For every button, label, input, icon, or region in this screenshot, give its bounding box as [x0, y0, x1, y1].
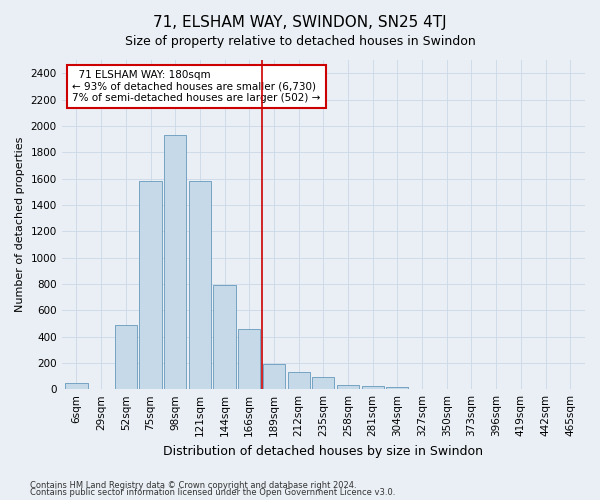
Y-axis label: Number of detached properties: Number of detached properties	[15, 137, 25, 312]
Bar	[337, 384, 359, 389]
Bar	[214, 285, 236, 389]
Bar	[238, 328, 260, 389]
Bar	[386, 386, 409, 389]
Bar	[65, 382, 88, 389]
Bar	[362, 386, 384, 389]
Text: Size of property relative to detached houses in Swindon: Size of property relative to detached ho…	[125, 35, 475, 48]
X-axis label: Distribution of detached houses by size in Swindon: Distribution of detached houses by size …	[163, 444, 484, 458]
Bar	[189, 181, 211, 389]
Bar	[139, 181, 161, 389]
Bar	[164, 135, 187, 389]
Bar	[312, 378, 334, 389]
Text: Contains public sector information licensed under the Open Government Licence v3: Contains public sector information licen…	[30, 488, 395, 497]
Bar	[115, 324, 137, 389]
Text: 71 ELSHAM WAY: 180sqm
← 93% of detached houses are smaller (6,730)
7% of semi-de: 71 ELSHAM WAY: 180sqm ← 93% of detached …	[72, 70, 320, 103]
Text: 71, ELSHAM WAY, SWINDON, SN25 4TJ: 71, ELSHAM WAY, SWINDON, SN25 4TJ	[153, 15, 447, 30]
Bar	[263, 364, 285, 389]
Text: Contains HM Land Registry data © Crown copyright and database right 2024.: Contains HM Land Registry data © Crown c…	[30, 480, 356, 490]
Bar	[287, 372, 310, 389]
